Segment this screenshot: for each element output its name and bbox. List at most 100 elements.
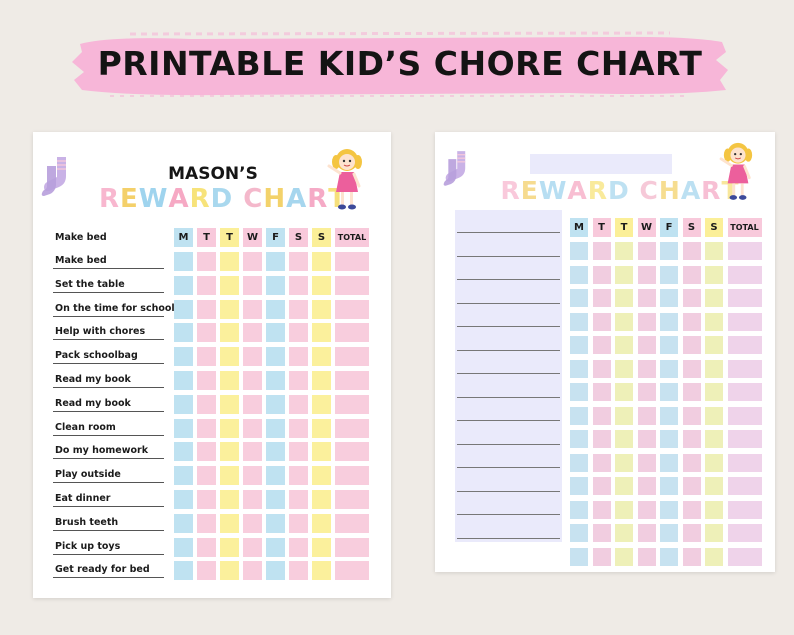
total-cell [335,513,369,533]
checkbox-cell [289,275,308,295]
total-cell [727,453,762,472]
girl-illustration [327,149,362,210]
checkbox-cell [615,477,633,495]
checkbox-cell [266,252,285,271]
checkbox-cell [220,513,239,533]
name-box [530,154,672,174]
total-cell [727,312,762,331]
checkbox-cell [220,299,239,319]
total-cell [335,394,369,414]
checkbox-cell [197,323,216,343]
day-header: T [615,218,633,237]
total-cell [727,242,762,260]
checkbox-cell [637,242,656,260]
chore-label: Make bed [55,232,107,243]
checkbox-cell [312,275,331,295]
blank-chore-line [457,302,560,304]
checkbox-cell [660,453,678,472]
checkbox-cell [289,323,308,343]
reward-chart-title: REWARD CHART [475,176,765,205]
day-header: M [174,228,193,247]
checkbox-cell [592,547,611,566]
checkbox-cell [592,336,611,354]
checkbox-cell [570,524,588,542]
checkbox-cell [660,430,678,448]
checkbox-cell [705,359,723,378]
checkbox-cell [197,252,216,271]
checkbox-cell [220,537,239,557]
total-header: TOTAL [335,228,369,247]
checkbox-cell [592,359,611,378]
checkbox-cell [615,336,633,354]
checkbox-cell [243,275,262,295]
checkbox-cell [220,323,239,343]
checkbox-cell [660,242,678,260]
checkbox-cell [570,406,588,425]
chore-underline [53,506,164,507]
checkbox-cell [220,394,239,414]
checkbox-cell [615,265,633,284]
chore-label: Do my homework [55,445,149,457]
checkbox-cell [266,490,285,509]
checkbox-cell [660,265,678,284]
checkbox-cell [592,500,611,519]
total-cell [727,500,762,519]
checkbox-cell [682,453,701,472]
blank-chore-line [457,232,560,233]
checkbox-cell [243,371,262,390]
checkbox-cell [570,336,588,354]
chore-label: Get ready for bed [55,564,150,576]
chore-label: Set the table [55,278,125,290]
checkbox-cell [220,347,239,367]
checkbox-cell [266,537,285,557]
title-letter: D [210,184,234,214]
checkbox-cell [220,466,239,486]
checkbox-cell [660,312,678,331]
checkbox-cell [243,394,262,414]
checkbox-cell [289,466,308,486]
checkbox-cell [197,347,216,367]
checkbox-cell [174,513,193,533]
checkbox-cell [570,383,588,401]
title-banner: PRINTABLE KID’S CHORE CHART [70,30,730,98]
checkbox-cell [266,466,285,486]
day-header: T [220,228,239,247]
checkbox-cell [197,442,216,462]
checkbox-cell [243,513,262,533]
checkbox-cell [312,442,331,462]
reward-chart-title: REWARD CHART [73,184,373,214]
chore-label: Read my book [55,397,131,409]
title-letter: R [98,184,120,214]
checkbox-cell [312,394,331,414]
checkbox-cell [312,466,331,486]
title-letter: A [567,176,588,205]
title-letter: H [658,176,681,205]
total-cell [335,299,369,319]
checkbox-cell [615,242,633,260]
checkbox-cell [174,561,193,581]
title-letter: C [243,184,264,214]
checkbox-cell [592,312,611,331]
checkbox-cell [592,477,611,495]
checkbox-cell [682,336,701,354]
checkbox-cell [197,490,216,509]
title-letter: R [701,176,722,205]
chore-underline [53,268,164,269]
checkbox-cell [312,252,331,271]
checkbox-cell [570,547,588,566]
checkbox-cell [682,312,701,331]
checkbox-cell [615,500,633,519]
checkbox-cell [660,289,678,307]
blank-chore-line [457,373,560,374]
total-cell [335,418,369,438]
blank-chore-line [457,467,560,468]
checkbox-cell [682,524,701,542]
checkbox-cell [312,323,331,343]
total-cell [335,442,369,462]
day-header: W [243,228,262,247]
title-letter: W [538,176,568,205]
checkbox-cell [682,383,701,401]
chore-label: Pack schoolbag [55,350,138,362]
chore-label: Play outside [55,469,121,481]
total-cell [727,406,762,425]
